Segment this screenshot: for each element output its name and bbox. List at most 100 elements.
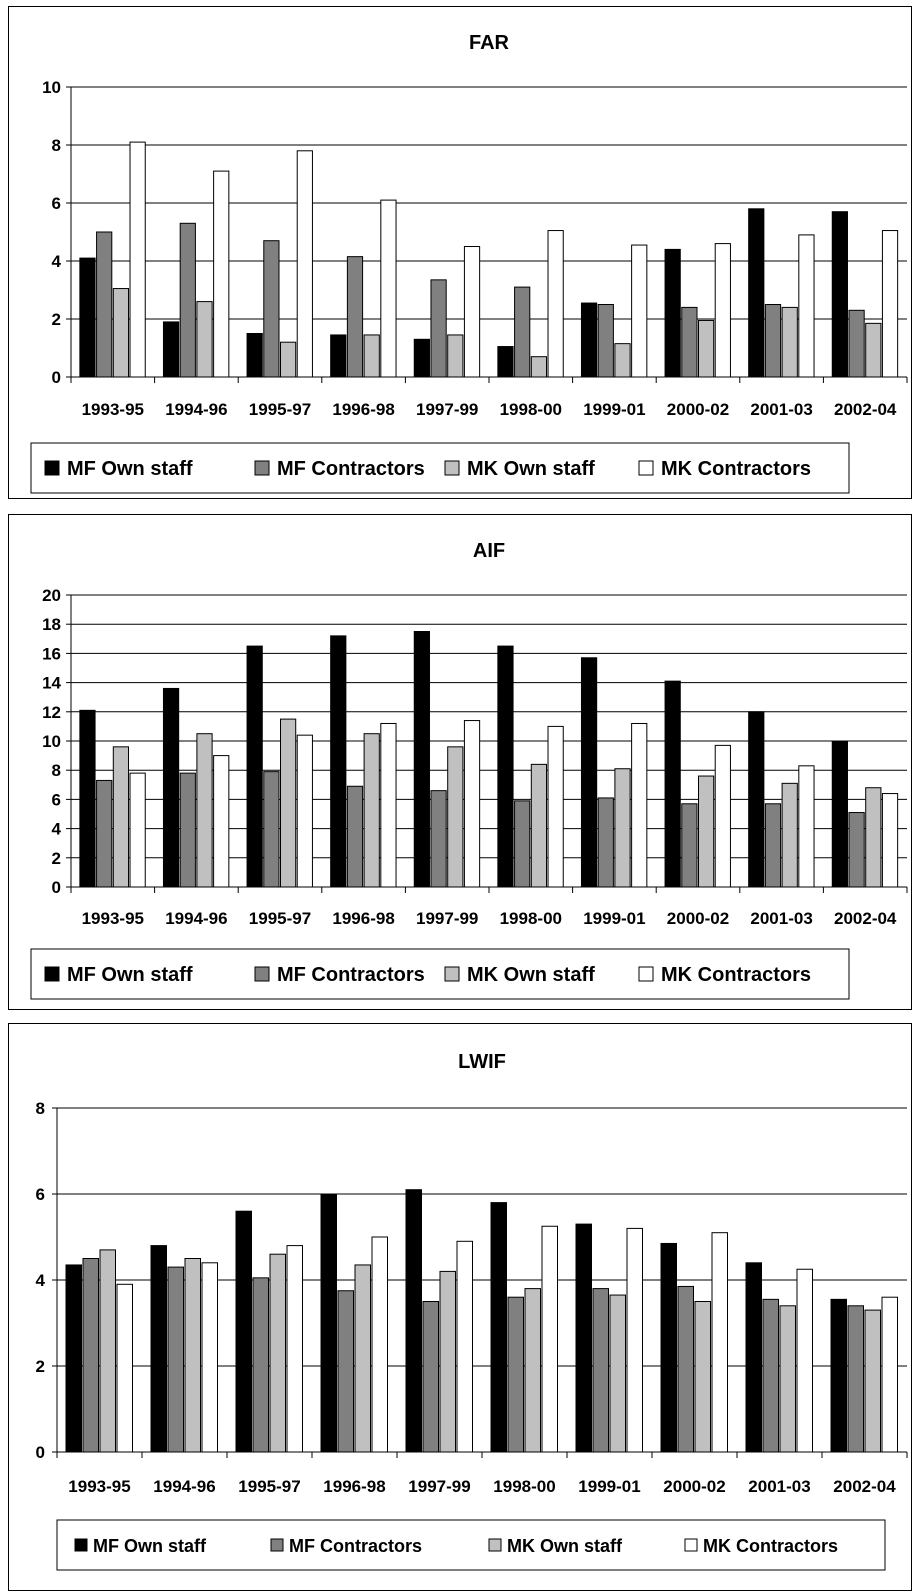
legend-swatch [638, 460, 654, 476]
bar [748, 711, 765, 888]
bar [263, 771, 280, 888]
bar [129, 772, 146, 888]
x-category-label: 1998-00 [500, 400, 562, 419]
x-category-label: 1996-98 [323, 1477, 385, 1496]
bar [781, 782, 798, 888]
y-tick-label: 4 [36, 1271, 46, 1290]
bar [865, 787, 882, 888]
bar [346, 785, 364, 888]
bar [430, 279, 447, 378]
bar [96, 231, 113, 378]
bar [201, 1262, 218, 1453]
legend-swatch [444, 966, 460, 982]
x-category-label: 1993-95 [68, 1477, 130, 1496]
bar [363, 733, 380, 888]
bar [660, 1242, 677, 1453]
bar [547, 230, 564, 378]
bar [848, 309, 865, 378]
bar [112, 746, 130, 888]
bar [116, 1283, 133, 1453]
bar [346, 256, 364, 378]
bar [714, 744, 731, 888]
y-tick-label: 16 [42, 644, 61, 663]
x-category-label: 2000-02 [663, 1477, 725, 1496]
bar [179, 772, 196, 888]
x-category-label: 2001-03 [748, 1477, 810, 1496]
bar [497, 346, 514, 378]
bar [162, 687, 180, 888]
bar [263, 240, 280, 378]
legend-label: MK Own staff [467, 964, 595, 986]
bar [831, 211, 848, 378]
bar [580, 657, 598, 888]
bar [196, 301, 213, 378]
x-category-label: 2001-03 [750, 909, 812, 928]
x-category-label: 1996-98 [332, 400, 394, 419]
bar [614, 343, 631, 378]
legend-box [56, 1519, 886, 1571]
legend-label: MK Contractors [661, 964, 811, 986]
bar [235, 1210, 252, 1453]
y-tick-label: 6 [52, 194, 61, 213]
bar [781, 306, 798, 378]
far-chart: FAR 0 2 4 6 8 10 1993-95 1994-96 1995-97 1996-98 19… [30, 32, 908, 494]
legend-swatch [444, 460, 460, 476]
x-category-label: 1995-97 [249, 400, 311, 419]
bar [748, 208, 765, 378]
bar [371, 1236, 388, 1453]
bar [831, 740, 848, 888]
bar [330, 334, 347, 378]
y-tick-label: 4 [52, 820, 62, 839]
legend-swatch [254, 460, 270, 476]
bar [252, 1277, 269, 1453]
bar [514, 286, 531, 378]
bar [99, 1249, 116, 1453]
bar [79, 709, 96, 888]
y-tick-label: 2 [52, 310, 61, 329]
bar [848, 812, 865, 888]
x-category-label: 1995-97 [249, 909, 311, 928]
bar [711, 1232, 728, 1453]
bar [762, 1298, 779, 1453]
y-tick-label: 0 [52, 368, 61, 387]
bar [354, 1264, 371, 1453]
x-category-label: 2002-04 [834, 909, 897, 928]
y-tick-label: 6 [52, 790, 61, 809]
legend-label: MF Own staff [93, 1536, 207, 1556]
bar [280, 341, 297, 378]
bar [592, 1288, 609, 1453]
bar [447, 334, 464, 378]
bar [430, 790, 447, 888]
x-category-label: 1999-01 [583, 400, 645, 419]
bar [129, 141, 146, 378]
bar [694, 1301, 711, 1453]
chart-title: AIF [473, 540, 505, 562]
x-category-label: 2000-02 [667, 909, 729, 928]
bar [626, 1227, 643, 1453]
x-category-label: 1998-00 [493, 1477, 555, 1496]
bar [881, 1296, 898, 1453]
bar [447, 746, 464, 888]
x-category-label: 2002-04 [834, 400, 897, 419]
bar [330, 635, 347, 888]
legend-label: MK Contractors [661, 458, 811, 480]
y-tick-label: 18 [42, 615, 61, 634]
y-tick-label: 10 [42, 78, 61, 97]
bar [497, 645, 514, 888]
bar [82, 1258, 99, 1453]
y-tick-label: 8 [52, 136, 61, 155]
bar [96, 779, 113, 888]
bar [609, 1294, 626, 1453]
bar [112, 288, 130, 378]
bar [213, 755, 230, 888]
x-category-label: 1993-95 [82, 400, 144, 419]
bar [524, 1288, 541, 1453]
legend-label: MF Own staff [67, 964, 193, 986]
x-category-label: 1994-96 [153, 1477, 215, 1496]
bar [764, 803, 782, 888]
y-tick-label: 6 [36, 1185, 45, 1204]
bar [597, 304, 614, 378]
bar [597, 797, 614, 888]
bar [664, 248, 681, 378]
bar [380, 722, 397, 888]
